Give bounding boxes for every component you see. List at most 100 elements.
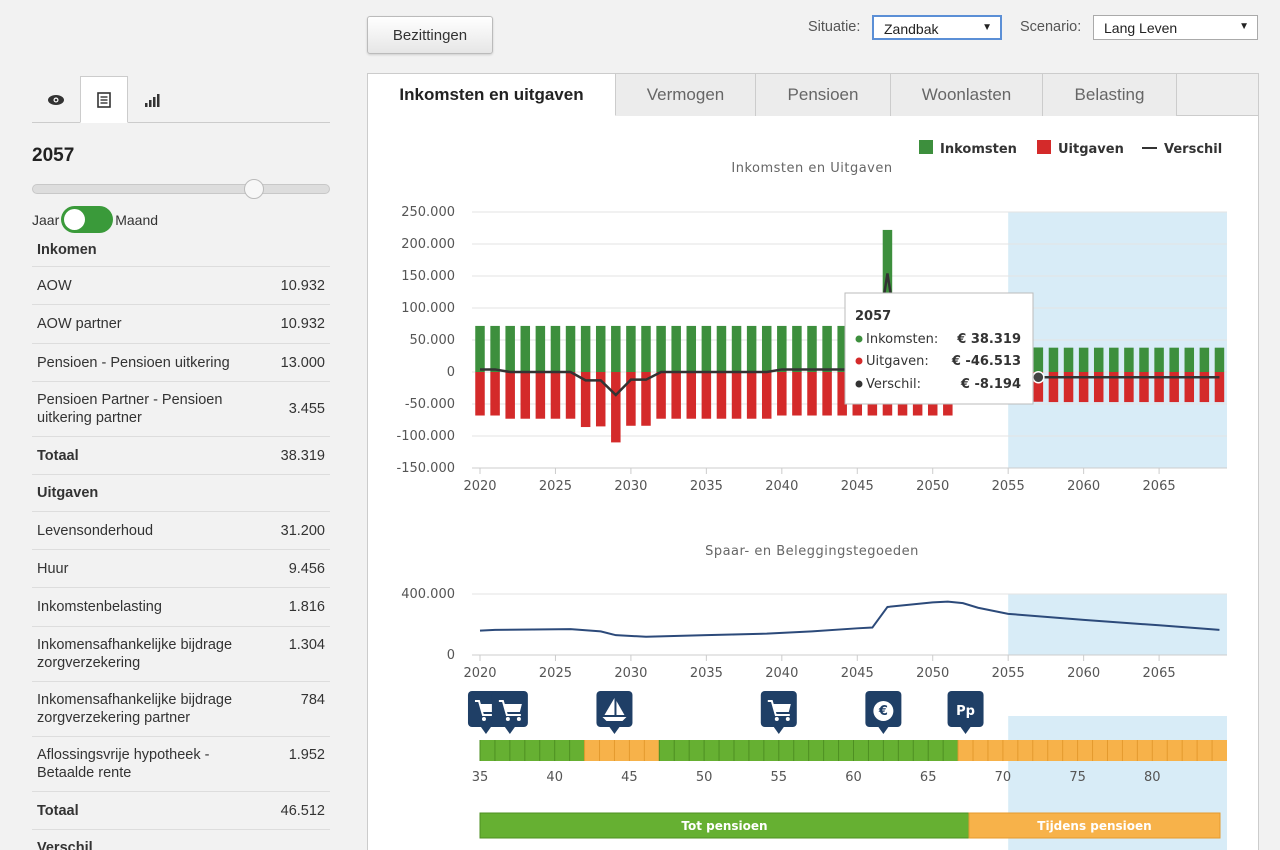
row-label: Inkomensafhankelijke bijdrage zorgverzek… (37, 692, 233, 726)
x-tick-label: 2025 (539, 479, 572, 494)
x-tick-label: 2045 (841, 666, 874, 681)
income-bar (1139, 347, 1149, 372)
tab-pensioen[interactable]: Pensioen (756, 74, 891, 116)
expenses-header-label: Uitgaven (37, 485, 99, 501)
x-tick-label: 2065 (1143, 666, 1176, 681)
expense-bar (1048, 372, 1059, 403)
expense-bar (1184, 372, 1195, 403)
age-tick-label: 35 (472, 770, 489, 785)
row-label: Totaal (37, 802, 79, 819)
eye-icon (48, 94, 64, 105)
event-marker-bg (596, 691, 633, 727)
income-bar (641, 325, 651, 372)
tooltip-label-inkomsten: Inkomsten: (866, 332, 938, 347)
expense-bar (475, 372, 485, 416)
table-row: Huur 9.456 (32, 550, 330, 588)
selected-year: 2057 (32, 145, 75, 166)
tab-vermogen[interactable]: Vermogen (616, 74, 756, 116)
main-panel: Inkomsten en uitgaven Vermogen Pensioen … (367, 73, 1259, 850)
x-tick-label: 2035 (690, 479, 723, 494)
row-label: Pensioen Partner - Pensioen uitkering pa… (37, 392, 223, 426)
x-tick-label: 2045 (841, 479, 874, 494)
event-marker-pointer (609, 727, 620, 734)
tab-overview[interactable] (32, 76, 80, 123)
expense-bar (822, 372, 832, 416)
row-value: 784 (300, 692, 325, 708)
x-tick-label: 2060 (1067, 479, 1100, 494)
scenario-select[interactable]: Lang Leven ▼ (1093, 15, 1258, 40)
tab-charts[interactable] (128, 76, 176, 123)
income-bar (686, 325, 697, 372)
age-segment (584, 740, 660, 761)
table-row: Inkomstenbelasting 1.816 (32, 588, 330, 627)
left-tabs (32, 76, 330, 123)
y-tick-label: -150.000 (397, 461, 455, 476)
table-row: Inkomensafhankelijke bijdrage zorgverzek… (32, 627, 330, 682)
toggle-knob (64, 209, 86, 230)
income-bar (656, 325, 666, 372)
income-bar (626, 325, 636, 372)
expense-bar (1109, 372, 1119, 403)
tooltip-dot-verschil (855, 380, 863, 388)
expense-bar (716, 372, 727, 419)
period-toggle-switch[interactable] (61, 206, 114, 233)
tooltip-year: 2057 (855, 309, 891, 324)
tab-belasting[interactable]: Belasting (1043, 74, 1177, 116)
row-label: Inkomstenbelasting (37, 599, 162, 615)
y-tick-label: 100.000 (401, 301, 455, 316)
year-slider-handle[interactable] (244, 179, 265, 199)
expense-bar (1199, 372, 1210, 403)
document-icon (97, 91, 111, 108)
x-tick-label: 2030 (614, 666, 647, 681)
income-expense-chart: 250.000 200.000 150.000 100.000 50.000 0 -50.0… (397, 205, 1227, 494)
chart1-title: Inkomsten en Uitgaven (731, 161, 892, 176)
chevron-down-icon: ▼ (982, 22, 992, 33)
pension-icon: Pp (947, 691, 984, 734)
expense-bar (580, 372, 591, 428)
row-label: AOW partner (37, 316, 122, 332)
row-value: 1.304 (288, 637, 325, 653)
age-segment (480, 740, 585, 761)
sail (604, 698, 615, 715)
expense-bar (535, 372, 546, 419)
cart-basket (503, 704, 522, 712)
income-bar (792, 325, 802, 372)
x-tick-label: 2050 (916, 479, 949, 494)
income-bar (1124, 347, 1134, 372)
expenses-header: Uitgaven (32, 475, 330, 512)
row-value: 46.512 (280, 802, 325, 819)
year-slider[interactable] (32, 179, 330, 199)
bezittingen-button[interactable]: Bezittingen (367, 16, 493, 54)
row-label: Levensonderhoud (37, 522, 154, 539)
situatie-select[interactable]: Zandbak ▼ (872, 15, 1002, 40)
row-label: Inkomensafhankelijke bijdrage zorgverzek… (37, 637, 233, 671)
savings-line (479, 600, 1220, 638)
legend-inkomsten[interactable]: Inkomsten (940, 142, 1017, 157)
shopping-cart-icon (760, 691, 797, 734)
income-bar (475, 325, 485, 372)
highlight-point (1032, 370, 1045, 384)
event-marker-bg (947, 691, 984, 727)
tab-inkomsten-uitgaven[interactable]: Inkomsten en uitgaven (368, 74, 616, 116)
y-tick-label: 400.000 (401, 587, 455, 602)
event-marker-pointer (960, 727, 971, 734)
difference-header-label: Verschil (37, 840, 93, 850)
tooltip-value-verschil: € -8.194 (960, 377, 1021, 392)
expense-bar (1169, 372, 1179, 403)
tooltip-label-uitgaven: Uitgaven: (866, 354, 929, 369)
tab-details[interactable] (80, 76, 128, 123)
charts-area: Inkomsten en Uitgaven Inkomsten Uitgaven… (397, 140, 1227, 850)
expense-bar (1063, 372, 1074, 403)
tab-woonlasten[interactable]: Woonlasten (891, 74, 1043, 116)
hull (602, 717, 627, 721)
money-bag-shape (873, 701, 894, 721)
life-timeline: 35 40 45 50 55 60 65 70 75 80 € Pp Tot pensioen Tijde… (467, 691, 1227, 850)
x-tick-label: 2060 (1067, 666, 1100, 681)
legend-uitgaven[interactable]: Uitgaven (1058, 142, 1124, 157)
row-label: Totaal (37, 447, 79, 464)
bar-chart-icon (145, 93, 160, 107)
income-bar (1184, 347, 1195, 372)
income-bar (1048, 347, 1059, 372)
income-bar (1199, 347, 1210, 372)
legend-verschil[interactable]: Verschil (1164, 142, 1222, 157)
